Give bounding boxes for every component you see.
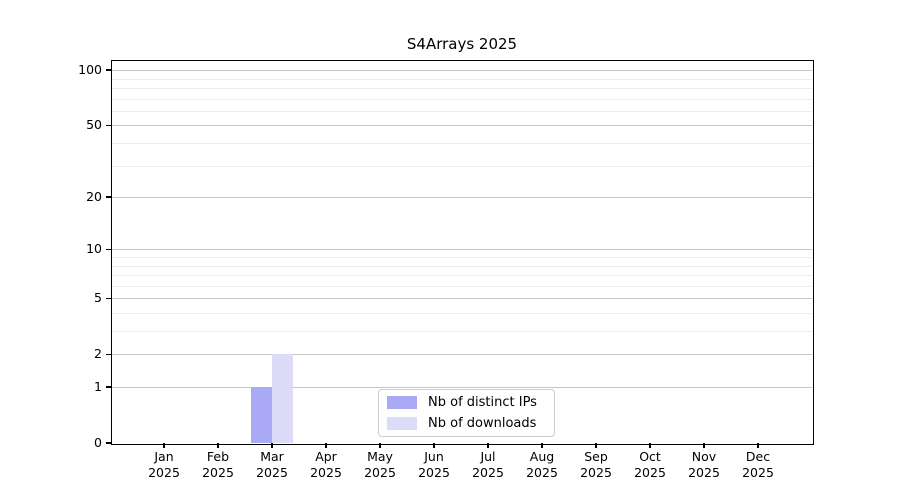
x-tick-year: 2025	[364, 465, 396, 480]
x-tick-month: Nov	[691, 449, 717, 464]
minor-gridline	[112, 285, 812, 287]
x-tick-year: 2025	[742, 465, 774, 480]
y-tick-label: 5	[94, 290, 102, 306]
x-tick-year: 2025	[634, 465, 666, 480]
y-tick-label: 100	[78, 62, 102, 78]
minor-gridline	[112, 165, 812, 167]
minor-gridline	[112, 142, 812, 144]
y-tick-label: 1	[94, 379, 102, 394]
x-tick-year: 2025	[688, 465, 720, 480]
x-tick-month: Mar	[260, 449, 284, 464]
major-gridline	[112, 125, 812, 127]
major-gridline	[112, 197, 812, 198]
minor-gridline	[112, 87, 812, 89]
minor-gridline	[112, 110, 812, 112]
x-tick-label: Apr 2025	[296, 449, 356, 481]
x-tick-label: Jan 2025	[134, 449, 194, 481]
x-tick-month: Jul	[480, 449, 496, 464]
y-tick-label: 20	[86, 189, 102, 204]
legend-label-downloads: Nb of downloads	[428, 416, 537, 431]
x-tick-year: 2025	[580, 465, 612, 480]
x-axis-tick	[271, 443, 273, 448]
bar-distinct-ips	[251, 387, 272, 443]
x-axis-tick	[163, 443, 165, 448]
y-tick-label: 10	[86, 241, 102, 257]
minor-gridline	[112, 331, 812, 332]
y-axis-tick	[106, 297, 112, 299]
x-tick-month: Apr	[315, 449, 337, 464]
x-tick-month: Jun	[424, 449, 444, 464]
x-tick-label: Oct 2025	[620, 449, 680, 481]
x-axis-tick	[433, 443, 435, 448]
x-tick-label: Aug 2025	[512, 449, 572, 481]
x-axis-tick	[649, 443, 651, 448]
minor-gridline	[112, 256, 812, 258]
x-tick-label: Dec 2025	[728, 449, 788, 481]
x-axis-tick	[541, 443, 543, 448]
x-axis-tick	[703, 443, 705, 448]
y-axis-tick	[106, 248, 112, 250]
y-tick-label: 0	[94, 435, 102, 450]
legend-swatch-downloads	[387, 417, 417, 430]
minor-gridline	[112, 312, 812, 314]
y-axis-tick	[106, 196, 112, 198]
minor-gridline	[112, 98, 812, 100]
legend-row-downloads: Nb of downloads	[387, 415, 546, 432]
x-axis-tick	[487, 443, 489, 448]
x-tick-year: 2025	[310, 465, 342, 480]
y-tick-label: 2	[94, 346, 102, 362]
bar-downloads	[272, 354, 293, 443]
legend-row-distinct-ips: Nb of distinct IPs	[387, 394, 546, 411]
plot-area	[112, 61, 812, 443]
x-tick-month: Aug	[529, 449, 555, 464]
y-axis-tick	[106, 124, 112, 126]
x-axis-tick	[325, 443, 327, 448]
x-tick-month: Feb	[206, 449, 230, 464]
major-gridline	[112, 387, 812, 388]
minor-gridline	[112, 275, 812, 276]
legend-swatch-distinct-ips	[387, 396, 417, 409]
minor-gridline	[112, 78, 812, 80]
x-tick-month: May	[367, 449, 393, 464]
chart-title: S4Arrays 2025	[406, 35, 518, 53]
x-tick-label: Jul 2025	[458, 449, 518, 481]
legend: Nb of distinct IPs Nb of downloads	[378, 389, 555, 437]
y-axis-tick	[106, 353, 112, 355]
x-tick-month: Jan	[154, 449, 174, 464]
x-tick-label: Feb 2025	[188, 449, 248, 481]
major-gridline	[112, 70, 812, 72]
x-tick-month: Dec	[745, 449, 771, 464]
y-tick-label: 50	[86, 117, 102, 133]
x-tick-year: 2025	[256, 465, 288, 480]
legend-label-distinct-ips: Nb of distinct IPs	[428, 395, 537, 410]
x-axis-tick	[217, 443, 219, 448]
minor-gridline	[112, 265, 812, 267]
x-tick-label: Mar 2025	[242, 449, 302, 481]
major-gridline	[112, 298, 812, 300]
x-tick-year: 2025	[526, 465, 558, 480]
y-axis-tick	[106, 386, 112, 388]
x-tick-label: Jun 2025	[404, 449, 464, 481]
x-axis-tick	[757, 443, 759, 448]
y-axis-tick	[106, 69, 112, 71]
x-tick-month: Oct	[639, 449, 661, 464]
y-axis-tick	[106, 442, 112, 444]
x-tick-year: 2025	[418, 465, 450, 480]
major-gridline	[112, 249, 812, 251]
x-tick-label: Sep 2025	[566, 449, 626, 481]
x-axis-tick	[379, 443, 381, 448]
plot-border	[110, 59, 814, 445]
x-tick-label: Nov 2025	[674, 449, 734, 481]
x-tick-year: 2025	[148, 465, 180, 480]
x-tick-month: Sep	[584, 449, 608, 464]
major-gridline	[112, 354, 812, 356]
x-tick-year: 2025	[472, 465, 504, 480]
x-axis-tick	[595, 443, 597, 448]
x-tick-year: 2025	[202, 465, 234, 480]
x-tick-label: May 2025	[350, 449, 410, 481]
